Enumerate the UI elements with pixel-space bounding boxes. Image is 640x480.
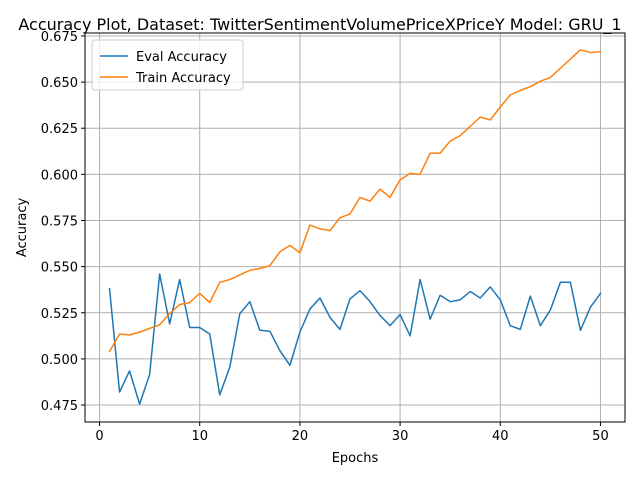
axis-ticks: 0 10 20 30 40 50 0.475 0.500 0.525 0.550 0.575 0.60… — [41, 30, 609, 444]
y-tick-label: 0.475 — [41, 399, 78, 414]
y-tick-label: 0.650 — [41, 76, 78, 91]
y-tick-label: 0.525 — [41, 307, 78, 322]
x-axis-label: Epochs — [332, 451, 379, 466]
x-tick-label: 20 — [292, 429, 309, 444]
plot-frame — [84, 32, 626, 423]
y-tick-label: 0.500 — [41, 353, 78, 368]
x-tick-label: 10 — [191, 429, 208, 444]
y-tick-label: 0.575 — [41, 214, 78, 229]
y-tick-label: 0.550 — [41, 261, 78, 276]
x-tick-label: 40 — [492, 429, 509, 444]
train-accuracy-line — [108, 49, 602, 353]
legend-label-eval: Eval Accuracy — [136, 50, 227, 65]
x-tick-label: 0 — [95, 429, 103, 444]
series-lines — [108, 49, 602, 405]
y-tick-label: 0.675 — [41, 30, 78, 45]
grid — [85, 33, 625, 422]
y-tick-label: 0.600 — [41, 168, 78, 183]
y-axis-label: Accuracy — [15, 198, 30, 258]
x-tick-label: 30 — [392, 429, 409, 444]
y-tick-label: 0.625 — [41, 122, 78, 137]
x-tick-label: 50 — [592, 429, 609, 444]
legend-box — [91, 39, 244, 91]
chart-title: Accuracy Plot, Dataset: TwitterSentiment… — [18, 15, 621, 35]
legend-label-train: Train Accuracy — [135, 71, 231, 86]
eval-accuracy-line — [108, 273, 602, 405]
legend: Eval Accuracy Train Accuracy — [91, 39, 244, 91]
